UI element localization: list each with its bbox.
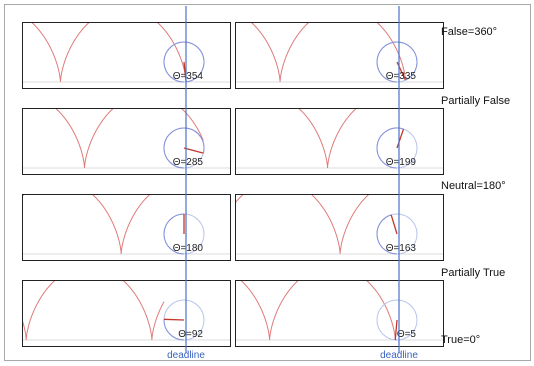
- panel-grid: Θ=354 Θ=335 Θ=285 Θ=199 Θ=180 Θ=163 Θ=92 Θ=5: [22, 22, 444, 347]
- cycloid-curve: [22, 194, 152, 254]
- angle-spoke: [163, 318, 185, 321]
- panel-frame: [22, 280, 231, 347]
- outer-border: [4, 4, 531, 361]
- cycloid-curve: [297, 108, 358, 169]
- scale-label-neutral: Neutral=180°: [441, 180, 506, 192]
- panel-frame: [235, 22, 444, 89]
- theta-label: Θ=354: [173, 71, 204, 82]
- theta-label: Θ=163: [386, 243, 417, 254]
- rolled-arc: [163, 213, 185, 255]
- rolled-arc: [376, 214, 398, 255]
- cycloid-curve: [239, 280, 396, 341]
- scale-label-partially-true: Partially True: [441, 267, 505, 279]
- panel: Θ=163: [235, 194, 444, 261]
- angle-spoke: [394, 319, 398, 340]
- panel: Θ=92: [22, 280, 231, 347]
- cycloid-curve: [250, 22, 406, 82]
- deadline-markers: deadline deadline: [167, 6, 418, 361]
- rolled-arc: [163, 41, 205, 83]
- rolled-arc: [376, 127, 404, 169]
- panel-frame: [22, 22, 231, 89]
- panel: Θ=180: [22, 194, 231, 261]
- theta-label: Θ=335: [386, 71, 417, 82]
- rolled-arc: [163, 319, 185, 341]
- angle-spoke: [396, 128, 405, 149]
- theta-label: Θ=5: [397, 329, 417, 340]
- panel-frame: [235, 280, 444, 347]
- scale-label-true: True=0°: [441, 334, 480, 346]
- theta-label: Θ=199: [386, 157, 417, 168]
- theta-label: Θ=92: [178, 329, 203, 340]
- theta-label: Θ=285: [173, 157, 204, 168]
- deadline-label-left: deadline: [167, 350, 205, 361]
- truth-scale: False=360° Partially False Neutral=180° …: [441, 26, 510, 346]
- angle-spoke: [183, 147, 204, 154]
- scale-label-false: False=360°: [441, 26, 497, 38]
- panel-frame: [22, 108, 231, 175]
- scale-label-partially-false: Partially False: [441, 95, 510, 107]
- panel: Θ=199: [235, 108, 444, 175]
- panel-frame: [235, 108, 444, 175]
- panel-frame: [22, 194, 231, 261]
- panel: Θ=285: [22, 108, 231, 175]
- angle-spoke: [390, 214, 398, 235]
- panel: Θ=354: [22, 22, 231, 89]
- rolled-arc: [376, 41, 418, 83]
- cycloid-curve: [22, 280, 165, 341]
- cycloid-curve: [235, 194, 371, 254]
- theta-label: Θ=180: [173, 243, 204, 254]
- panel: Θ=5: [235, 280, 444, 347]
- panel: Θ=335: [235, 22, 444, 89]
- rolled-arc: [163, 127, 205, 169]
- cycloid-curve: [30, 22, 187, 82]
- panel-frame: [235, 194, 444, 261]
- deadline-label-right: deadline: [380, 350, 418, 361]
